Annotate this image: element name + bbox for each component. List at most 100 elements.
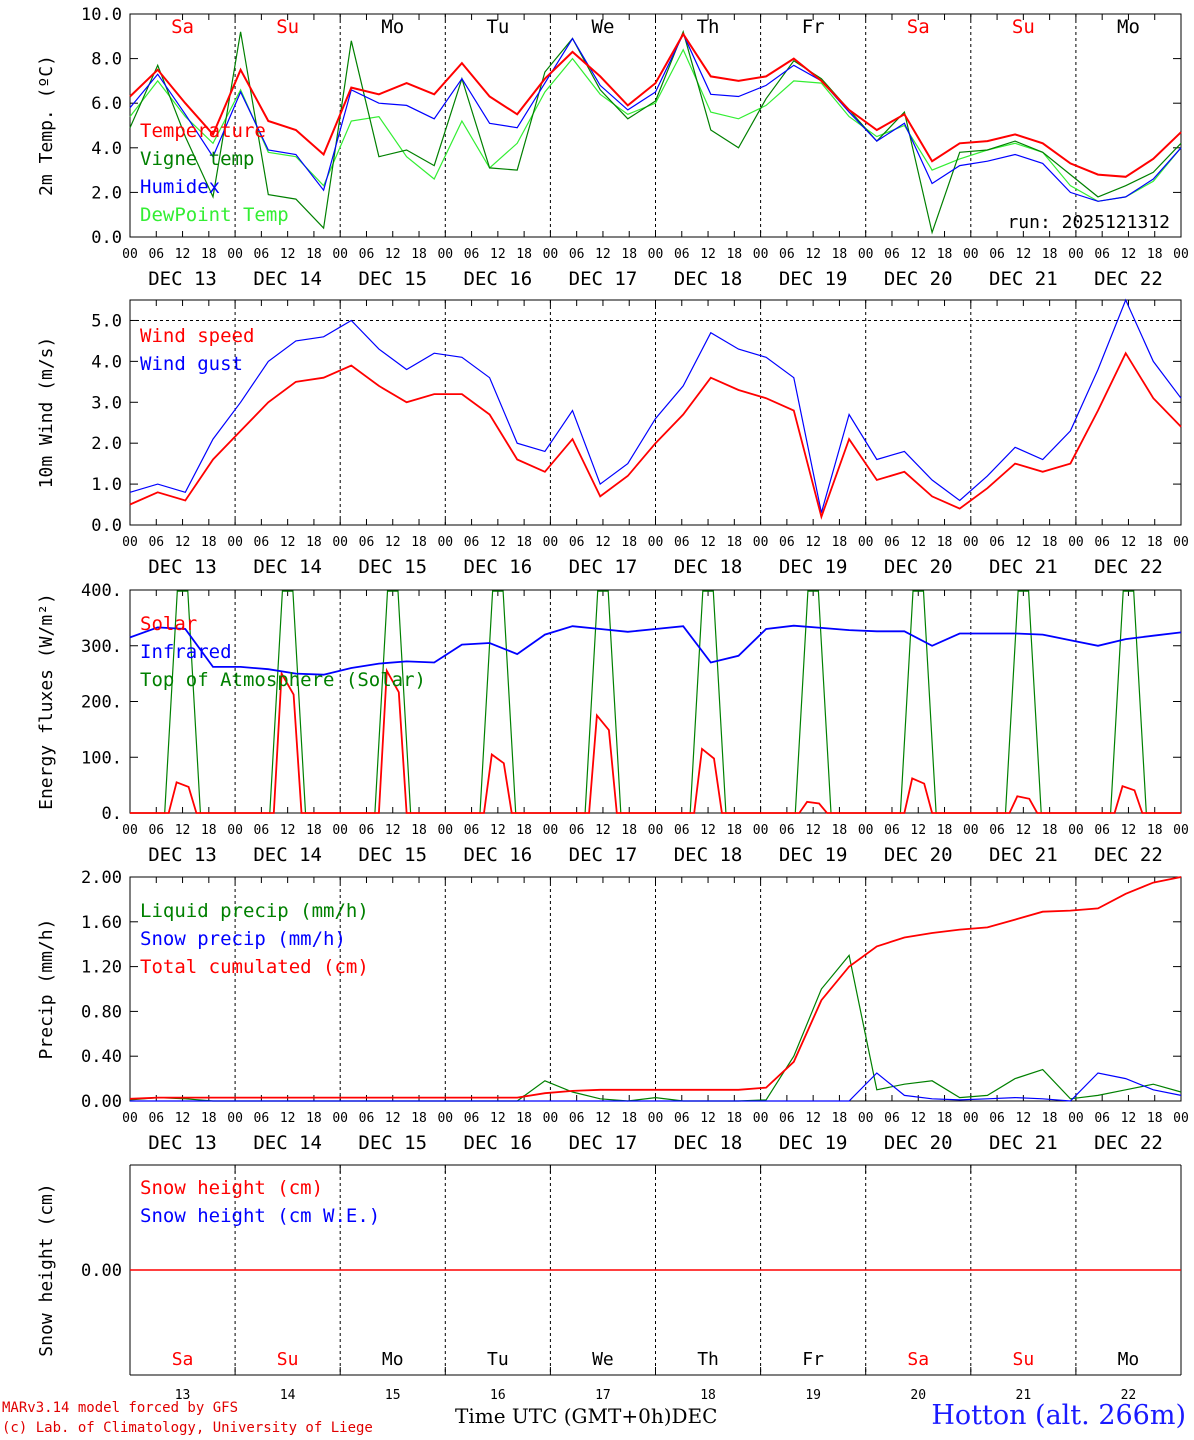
weekday-label: Sa bbox=[907, 1349, 929, 1370]
y-tick-label: 0.40 bbox=[81, 1047, 122, 1067]
y-tick-label: 0.80 bbox=[81, 1002, 122, 1022]
hour-tick-label: 00 bbox=[437, 247, 453, 262]
weekday-label: Fr bbox=[802, 16, 825, 38]
hour-tick-label: 00 bbox=[963, 247, 979, 262]
hour-tick-label: 00 bbox=[858, 1111, 874, 1126]
hour-tick-label: 00 bbox=[1068, 247, 1084, 262]
hour-tick-label: 06 bbox=[884, 1111, 900, 1126]
hour-tick-label: 06 bbox=[989, 823, 1005, 838]
y-axis-label: 10m Wind (m/s) bbox=[36, 337, 57, 489]
date-label: DEC 18 bbox=[674, 844, 743, 866]
weekday-label: Tu bbox=[486, 16, 509, 38]
weekday-label: Su bbox=[276, 16, 299, 38]
hour-tick-label: 06 bbox=[254, 823, 270, 838]
hour-tick-label: 12 bbox=[700, 1111, 716, 1126]
series-wind-speed-line bbox=[129, 351, 1182, 520]
legend-entry: Wind gust bbox=[140, 353, 243, 375]
hour-tick-label: 06 bbox=[359, 1111, 375, 1126]
weekday-label: Mo bbox=[381, 16, 404, 38]
hour-tick-label: 06 bbox=[779, 1111, 795, 1126]
weekday-label: Mo bbox=[382, 1349, 404, 1370]
date-label: DEC 14 bbox=[253, 556, 322, 578]
hour-tick-label: 06 bbox=[148, 1111, 164, 1126]
y-tick-label: 2.0 bbox=[91, 434, 122, 454]
weekday-label: Su bbox=[1012, 16, 1035, 38]
hour-tick-label: 00 bbox=[1173, 823, 1189, 838]
weekday-label: Sa bbox=[171, 16, 194, 38]
legend-entry: Liquid precip (mm/h) bbox=[140, 900, 369, 922]
hour-tick-label: 12 bbox=[175, 535, 191, 550]
hour-tick-label: 06 bbox=[674, 1111, 690, 1126]
date-label: DEC 18 bbox=[674, 1132, 743, 1154]
date-label: DEC 22 bbox=[1094, 844, 1163, 866]
legend-entry: Temperature bbox=[140, 120, 266, 142]
hour-tick-label: 06 bbox=[148, 823, 164, 838]
date-label: DEC 18 bbox=[674, 556, 743, 578]
hour-tick-label: 18 bbox=[1042, 535, 1058, 550]
hour-tick-label: 18 bbox=[201, 1111, 217, 1126]
hour-tick-label: 12 bbox=[700, 823, 716, 838]
hour-tick-label: 00 bbox=[543, 1111, 559, 1126]
date-label: DEC 20 bbox=[884, 268, 953, 290]
weekday-label: Th bbox=[697, 16, 720, 38]
hour-tick-label: 18 bbox=[726, 823, 742, 838]
hour-tick-label: 12 bbox=[175, 1111, 191, 1126]
hour-tick-label: 18 bbox=[621, 823, 637, 838]
hour-tick-label: 00 bbox=[858, 535, 874, 550]
date-label: DEC 17 bbox=[569, 844, 638, 866]
y-tick-label: 0.00 bbox=[81, 1092, 122, 1112]
hour-tick-label: 00 bbox=[1173, 535, 1189, 550]
time-axis-label: Time UTC (GMT+0h)DEC bbox=[455, 1404, 717, 1428]
date-label: DEC 13 bbox=[148, 556, 217, 578]
hour-tick-label: 00 bbox=[122, 1111, 138, 1126]
legend-entry: Wind speed bbox=[140, 325, 254, 347]
weekday-label: Tu bbox=[487, 1349, 509, 1370]
hour-tick-label: 12 bbox=[805, 247, 821, 262]
day-number-label: 21 bbox=[1016, 1388, 1032, 1403]
hour-tick-label: 12 bbox=[595, 1111, 611, 1126]
weekday-label: We bbox=[592, 1349, 614, 1370]
hour-tick-label: 12 bbox=[1016, 247, 1032, 262]
y-tick-label: 0.0 bbox=[91, 228, 122, 248]
hour-tick-label: 18 bbox=[306, 1111, 322, 1126]
date-label: DEC 17 bbox=[569, 1132, 638, 1154]
hour-tick-label: 06 bbox=[148, 247, 164, 262]
hour-tick-label: 06 bbox=[1094, 823, 1110, 838]
weekday-label: Mo bbox=[1118, 1349, 1140, 1370]
date-label: DEC 22 bbox=[1094, 556, 1163, 578]
hour-tick-label: 12 bbox=[805, 535, 821, 550]
day-number-label: 17 bbox=[595, 1388, 611, 1403]
hour-tick-label: 00 bbox=[963, 1111, 979, 1126]
hour-tick-label: 12 bbox=[910, 823, 926, 838]
hour-tick-label: 18 bbox=[832, 535, 848, 550]
hour-tick-label: 00 bbox=[858, 247, 874, 262]
date-label: DEC 19 bbox=[779, 268, 848, 290]
date-label: DEC 21 bbox=[989, 268, 1058, 290]
date-label: DEC 15 bbox=[358, 268, 427, 290]
hour-tick-label: 00 bbox=[332, 823, 348, 838]
hour-tick-label: 12 bbox=[910, 1111, 926, 1126]
series-humidex-line bbox=[129, 32, 1182, 202]
hour-tick-label: 18 bbox=[832, 247, 848, 262]
legend-entry: Humidex bbox=[140, 176, 220, 198]
hour-tick-label: 12 bbox=[1016, 1111, 1032, 1126]
hour-tick-label: 00 bbox=[648, 247, 664, 262]
hour-tick-label: 12 bbox=[385, 535, 401, 550]
legend-entry: Vigne temp bbox=[140, 148, 254, 170]
hour-tick-label: 00 bbox=[1068, 823, 1084, 838]
date-label: DEC 21 bbox=[989, 844, 1058, 866]
series-temperature-line bbox=[129, 32, 1182, 178]
date-label: DEC 17 bbox=[569, 268, 638, 290]
weekday-label: Sa bbox=[907, 16, 930, 38]
hour-tick-label: 18 bbox=[201, 823, 217, 838]
y-tick-label: 2.0 bbox=[91, 183, 122, 203]
date-label: DEC 13 bbox=[148, 1132, 217, 1154]
hour-tick-label: 12 bbox=[490, 1111, 506, 1126]
hour-tick-label: 12 bbox=[1121, 823, 1137, 838]
plot-frame bbox=[129, 299, 1182, 526]
series-total-cumulated-line bbox=[129, 876, 1182, 1100]
legend-entry: Top of Atmosphere (Solar) bbox=[140, 669, 426, 691]
hour-tick-label: 00 bbox=[963, 823, 979, 838]
time-label-text: Time UTC (GMT+0h) bbox=[455, 1404, 672, 1428]
weekday-label: Sa bbox=[172, 1349, 194, 1370]
